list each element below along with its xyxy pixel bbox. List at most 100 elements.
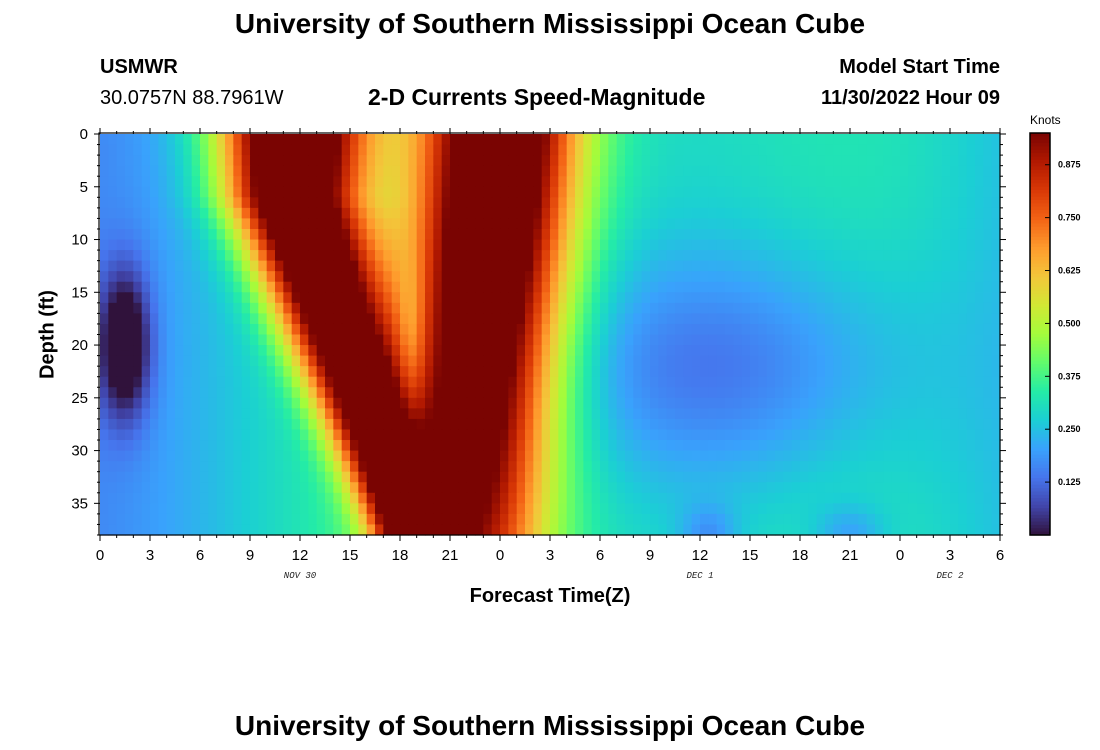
heatmap-cell	[141, 313, 151, 325]
heatmap-cell	[158, 239, 168, 251]
heatmap-cell	[791, 207, 801, 220]
heatmap-cell	[783, 387, 793, 399]
heatmap-cell	[625, 418, 634, 431]
heatmap-cell	[741, 366, 751, 378]
heatmap-cell	[516, 281, 526, 293]
heatmap-cell	[900, 492, 909, 504]
heatmap-cell	[466, 408, 476, 420]
heatmap-cell	[266, 323, 276, 336]
heatmap-cell	[825, 144, 834, 156]
heatmap-cell	[558, 218, 568, 230]
heatmap-cell	[925, 292, 934, 304]
heatmap-cell	[300, 218, 309, 230]
heatmap-cell	[966, 376, 976, 388]
heatmap-cell	[791, 408, 801, 420]
heatmap-cell	[791, 376, 801, 388]
heatmap-cell	[716, 524, 726, 536]
heatmap-cell	[450, 218, 459, 230]
heatmap-cell	[225, 376, 234, 388]
heatmap-cell	[583, 513, 593, 526]
heatmap-cell	[575, 418, 584, 431]
heatmap-cell	[300, 207, 309, 220]
heatmap-cell	[525, 228, 534, 241]
heatmap-cell	[966, 218, 976, 230]
heatmap-cell	[608, 186, 618, 198]
heatmap-cell	[841, 397, 851, 409]
heatmap-cell	[708, 271, 718, 283]
heatmap-cell	[358, 323, 368, 336]
heatmap-cell	[816, 418, 826, 431]
heatmap-cell	[783, 207, 793, 220]
heatmap-cell	[416, 345, 426, 357]
heatmap-cell	[391, 429, 401, 441]
heatmap-cell	[708, 461, 718, 473]
heatmap-cell	[400, 366, 409, 378]
heatmap-cell	[875, 176, 884, 188]
heatmap-cell	[191, 450, 201, 462]
heatmap-cell	[850, 292, 859, 304]
heatmap-cell	[691, 239, 701, 251]
heatmap-cell	[491, 503, 501, 515]
heatmap-cell	[125, 418, 134, 431]
heatmap-cell	[675, 366, 684, 378]
heatmap-cell	[116, 482, 126, 494]
heatmap-cell	[875, 260, 884, 272]
heatmap-cell	[308, 418, 318, 431]
heatmap-cell	[308, 334, 318, 346]
heatmap-cell	[933, 366, 943, 378]
heatmap-cell	[666, 345, 676, 357]
heatmap-cell	[833, 260, 843, 272]
heatmap-cell	[733, 313, 743, 325]
colorbar-segment	[1030, 518, 1050, 523]
heatmap-cell	[658, 207, 668, 220]
heatmap-cell	[491, 186, 501, 198]
heatmap-cell	[625, 155, 634, 167]
heatmap-cell	[350, 271, 359, 283]
heatmap-cell	[233, 429, 243, 441]
heatmap-cell	[908, 302, 918, 314]
heatmap-cell	[841, 313, 851, 325]
heatmap-cell	[850, 429, 859, 441]
heatmap-cell	[483, 397, 493, 409]
heatmap-cell	[933, 313, 943, 325]
heatmap-cell	[316, 176, 326, 188]
heatmap-cell	[575, 397, 584, 409]
heatmap-cell	[425, 524, 434, 536]
heatmap-cell	[233, 323, 243, 336]
heatmap-cell	[258, 281, 268, 293]
heatmap-cell	[591, 186, 601, 198]
heatmap-cell	[433, 144, 443, 156]
heatmap-cell	[558, 471, 568, 483]
heatmap-cell	[900, 281, 909, 293]
heatmap-cell	[116, 144, 126, 156]
heatmap-cell	[691, 302, 701, 314]
heatmap-cell	[808, 345, 818, 357]
heatmap-cell	[191, 176, 201, 188]
heatmap-cell	[300, 334, 309, 346]
heatmap-cell	[866, 345, 876, 357]
heatmap-cell	[766, 355, 776, 367]
heatmap-cell	[958, 524, 968, 536]
heatmap-cell	[266, 345, 276, 357]
heatmap-cell	[100, 228, 109, 241]
heatmap-cell	[383, 155, 393, 167]
heatmap-cell	[966, 397, 976, 409]
heatmap-cell	[541, 144, 551, 156]
heatmap-cell	[683, 218, 693, 230]
heatmap-cell	[733, 355, 743, 367]
heatmap-cell	[158, 366, 168, 378]
heatmap-cell	[175, 429, 184, 441]
heatmap-cell	[108, 376, 118, 388]
heatmap-cell	[241, 471, 251, 483]
heatmap-cell	[816, 155, 826, 167]
heatmap-cell	[141, 366, 151, 378]
heatmap-cell	[433, 207, 443, 220]
heatmap-cell	[541, 482, 551, 494]
heatmap-cell	[633, 492, 643, 504]
heatmap-cell	[400, 165, 409, 177]
heatmap-cell	[783, 440, 793, 452]
heatmap-cell	[833, 218, 843, 230]
heatmap-cell	[366, 239, 376, 251]
heatmap-cell	[900, 144, 909, 156]
heatmap-cell	[100, 492, 109, 504]
